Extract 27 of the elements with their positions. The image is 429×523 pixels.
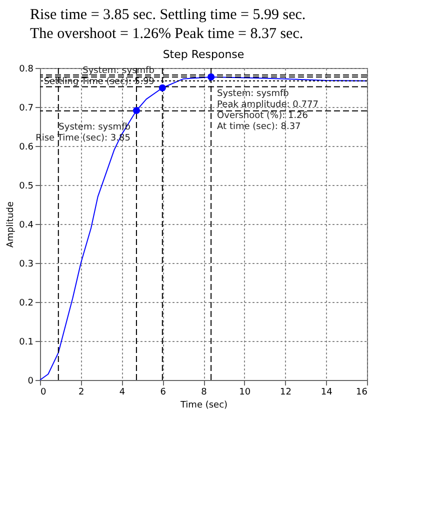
- y-axis-title: Amplitude: [6, 200, 16, 248]
- y-tick-label: 0: [28, 376, 34, 386]
- x-axis-title: Time (sec): [179, 400, 228, 410]
- y-tick-label: 0.6: [19, 142, 34, 152]
- y-tick-label: 0.1: [19, 337, 34, 347]
- x-tick-label: 10: [239, 387, 251, 397]
- y-tick-label: 0.2: [19, 298, 34, 308]
- y-tick-label: 0.4: [19, 220, 34, 230]
- chart-title: Step Response: [162, 48, 244, 60]
- x-tick-label: 6: [160, 387, 166, 397]
- point: [132, 106, 140, 114]
- text: The overshoot = 1.26% Peak time = 8.37 sec.: [30, 24, 304, 44]
- text: Rise time = 3.85 sec. Settling time = 5.99 sec.: [30, 6, 307, 25]
- x-tick-label: 0: [40, 387, 46, 397]
- x-tick-label: 14: [320, 387, 333, 397]
- x-tick-label: 4: [119, 387, 126, 397]
- point: [208, 72, 215, 80]
- x-tick-label: 16: [356, 387, 368, 397]
- y-tick-label: 0.8: [19, 64, 34, 74]
- x-tick-label: 2: [78, 387, 84, 397]
- y-tick-label: 0.5: [19, 181, 34, 191]
- annotation: System: sysmfb Peak amplitude: 0.777 Overshoot (%): 1.26 At time (sec): 8.37: [217, 88, 318, 132]
- x-tick-label: 8: [201, 387, 208, 397]
- point: [158, 84, 166, 91]
- y-tick-label: 0.3: [19, 259, 34, 269]
- y-tick-label: 0.7: [19, 103, 34, 113]
- x-tick-label: 12: [280, 387, 292, 397]
